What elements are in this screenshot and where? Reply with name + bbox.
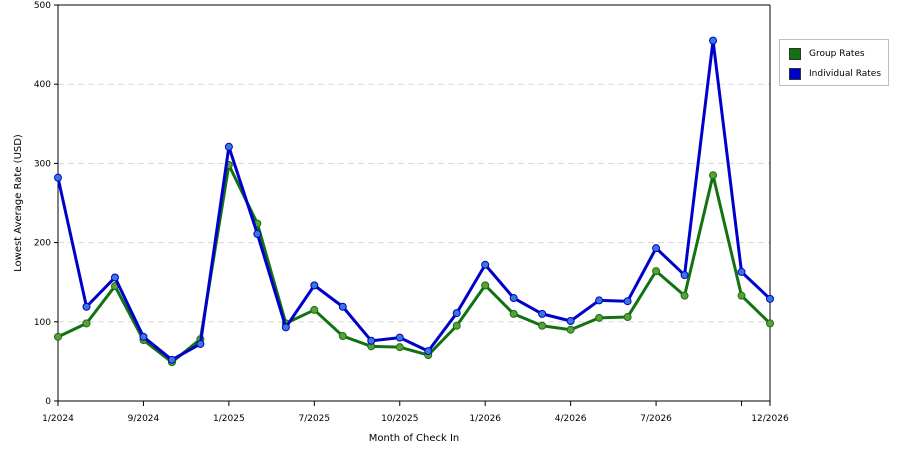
x-tick-label: 1/2026 bbox=[469, 414, 501, 424]
y-tick-label: 100 bbox=[34, 318, 51, 328]
series-individual-rates bbox=[54, 36, 774, 364]
data-point-individual-rates bbox=[281, 323, 290, 332]
legend-swatch-group-rates bbox=[789, 48, 801, 60]
data-point-group-rates bbox=[538, 321, 547, 330]
axes bbox=[57, 4, 771, 402]
x-ticks: 1/2024 9/2024 1/2025 7/2025 10/2025 1/2026 4/2… bbox=[42, 401, 789, 424]
y-tick-label: 300 bbox=[34, 159, 51, 169]
data-point-individual-rates bbox=[623, 297, 632, 306]
x-tick-label: 7/2025 bbox=[298, 414, 330, 424]
legend: Group Rates Individual Rates bbox=[779, 39, 889, 86]
data-point-group-rates bbox=[452, 321, 461, 330]
grid-lines bbox=[58, 83, 770, 323]
data-point-individual-rates bbox=[82, 302, 91, 311]
x-axis-title: Month of Check In bbox=[369, 433, 460, 444]
data-point-group-rates bbox=[54, 332, 62, 341]
x-tick-label: 4/2026 bbox=[555, 414, 587, 424]
data-point-individual-rates bbox=[367, 336, 376, 345]
data-point-individual-rates bbox=[538, 309, 547, 318]
data-point-group-rates bbox=[509, 309, 518, 318]
data-point-group-rates bbox=[395, 343, 404, 352]
data-point-group-rates bbox=[766, 319, 774, 328]
x-tick-label: 10/2025 bbox=[381, 414, 418, 424]
data-point-individual-rates bbox=[595, 296, 604, 305]
data-point-individual-rates bbox=[224, 142, 233, 151]
y-tick-label: 200 bbox=[34, 239, 51, 249]
data-point-group-rates bbox=[709, 171, 718, 180]
x-tick-label: 1/2025 bbox=[213, 414, 245, 424]
data-point-individual-rates bbox=[652, 244, 661, 253]
series-group-rates bbox=[54, 160, 774, 367]
data-point-individual-rates bbox=[310, 281, 319, 290]
series bbox=[54, 36, 774, 367]
data-point-individual-rates bbox=[139, 332, 148, 341]
data-point-group-rates bbox=[82, 319, 91, 328]
data-point-individual-rates bbox=[253, 229, 262, 238]
data-point-individual-rates bbox=[196, 339, 205, 348]
data-point-individual-rates bbox=[766, 294, 774, 303]
data-point-individual-rates bbox=[424, 347, 433, 356]
data-point-group-rates bbox=[310, 305, 319, 314]
data-point-individual-rates bbox=[167, 355, 176, 364]
data-point-group-rates bbox=[680, 291, 689, 300]
legend-item-individual-rates: Individual Rates bbox=[789, 67, 881, 81]
x-tick-label: 9/2024 bbox=[128, 414, 160, 424]
x-tick-label: 12/2026 bbox=[751, 414, 789, 424]
data-point-group-rates bbox=[481, 281, 490, 290]
data-point-individual-rates bbox=[54, 173, 62, 182]
data-point-individual-rates bbox=[509, 294, 518, 303]
y-axis-title: Lowest Average Rate (USD) bbox=[13, 134, 24, 272]
data-point-group-rates bbox=[737, 291, 746, 300]
data-point-individual-rates bbox=[680, 271, 689, 280]
y-tick-label: 0 bbox=[45, 397, 51, 407]
legend-label-group-rates: Group Rates bbox=[809, 49, 865, 59]
legend-item-group-rates: Group Rates bbox=[789, 47, 865, 61]
data-point-individual-rates bbox=[395, 333, 404, 342]
data-point-individual-rates bbox=[481, 260, 490, 269]
data-point-individual-rates bbox=[566, 317, 575, 326]
data-point-group-rates bbox=[595, 313, 604, 322]
legend-label-individual-rates: Individual Rates bbox=[809, 69, 882, 79]
x-tick-label: 7/2026 bbox=[640, 414, 672, 424]
data-point-group-rates bbox=[566, 325, 575, 334]
x-tick-label: 1/2024 bbox=[42, 414, 74, 424]
data-point-individual-rates bbox=[709, 36, 718, 45]
y-ticks: 0 100 200 300 400 500 bbox=[34, 1, 58, 407]
series-line-group-rates bbox=[57, 163, 772, 364]
legend-swatch-individual-rates bbox=[789, 68, 801, 80]
series-line-individual-rates bbox=[56, 39, 772, 362]
data-point-group-rates bbox=[623, 313, 632, 322]
data-point-individual-rates bbox=[737, 267, 746, 276]
y-tick-label: 500 bbox=[34, 1, 51, 11]
data-point-individual-rates bbox=[338, 302, 347, 311]
data-point-individual-rates bbox=[452, 309, 461, 318]
y-tick-label: 400 bbox=[34, 80, 51, 90]
data-point-group-rates bbox=[338, 332, 347, 341]
data-point-group-rates bbox=[652, 267, 661, 276]
data-point-individual-rates bbox=[110, 273, 119, 282]
